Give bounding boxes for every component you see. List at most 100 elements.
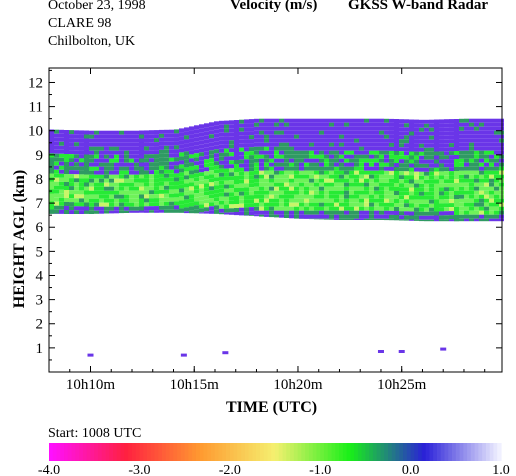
echo-cell xyxy=(309,178,314,183)
echo-cell xyxy=(399,151,404,156)
echo-cell xyxy=(64,158,69,162)
echo-cell xyxy=(54,161,59,166)
echo-cell xyxy=(424,199,429,204)
echo-cell xyxy=(164,153,169,158)
echo-cell xyxy=(434,119,439,124)
echo-cell xyxy=(69,134,74,139)
echo-cell xyxy=(469,178,474,183)
echo-cell xyxy=(299,210,304,215)
echo-cell xyxy=(354,142,359,147)
echo-cell xyxy=(364,194,369,199)
echo-cell xyxy=(449,215,454,220)
echo-cell xyxy=(439,135,444,140)
echo-cell xyxy=(209,154,214,159)
echo-cell xyxy=(269,190,274,195)
echo-cell xyxy=(364,122,369,127)
echo-cell xyxy=(474,158,479,163)
echo-cell xyxy=(484,218,489,222)
colorbar-segment xyxy=(105,443,110,461)
echo-cell xyxy=(114,194,119,199)
echo-cell xyxy=(339,210,344,215)
echo-cell xyxy=(144,206,149,211)
echo-cell xyxy=(49,205,54,210)
colorbar-segment xyxy=(143,443,148,461)
echo-cell xyxy=(289,190,294,195)
echo-cell xyxy=(469,134,474,139)
echo-cell xyxy=(229,168,234,173)
echo-cell xyxy=(314,186,319,191)
echo-cell xyxy=(99,170,104,175)
echo-cell xyxy=(384,162,389,167)
echo-cell xyxy=(459,150,464,155)
echo-cell xyxy=(459,118,464,123)
echo-cell xyxy=(304,210,309,215)
echo-cell xyxy=(49,157,54,162)
echo-cell xyxy=(314,206,319,211)
echo-cell xyxy=(294,162,299,167)
echo-cell xyxy=(394,195,399,199)
echo-cell xyxy=(184,203,189,208)
echo-cell xyxy=(409,191,414,196)
colorbar-segment xyxy=(207,443,212,461)
echo-cell xyxy=(129,142,134,147)
colorbar-segment xyxy=(94,443,99,461)
echo-cell xyxy=(484,182,489,187)
echo-cell xyxy=(314,202,319,207)
echo-cell xyxy=(144,210,149,213)
echo-cell xyxy=(204,139,209,144)
echo-cell xyxy=(394,127,399,131)
echo-cell xyxy=(174,157,179,162)
echo-cell xyxy=(439,219,444,222)
echo-cell xyxy=(139,130,144,135)
campaign-label: CLARE 98 xyxy=(48,16,112,31)
colorbar-segment xyxy=(267,443,272,461)
echo-cell xyxy=(419,171,424,176)
echo-cell xyxy=(479,186,484,191)
echo-cell xyxy=(409,135,414,140)
echo-cell xyxy=(239,195,244,200)
colorbar-segment xyxy=(391,443,397,461)
echo-cell xyxy=(224,124,229,129)
colorbar-segment xyxy=(493,443,498,461)
echo-cell xyxy=(289,138,294,143)
echo-cell xyxy=(239,183,244,188)
echo-cell xyxy=(134,158,139,163)
echo-cell xyxy=(254,198,259,203)
echo-cell xyxy=(389,150,394,155)
echo-cell xyxy=(134,210,139,213)
echo-cell xyxy=(69,146,74,151)
echo-cell xyxy=(79,206,84,211)
echo-cell xyxy=(339,182,344,187)
colorbar-segment xyxy=(452,443,457,461)
echo-cell xyxy=(374,198,379,203)
echo-cell xyxy=(429,119,434,124)
echo-cell xyxy=(204,163,209,168)
echo-cell xyxy=(314,130,319,135)
echo-cell xyxy=(359,198,364,203)
echo-cell xyxy=(469,198,474,203)
echo-cell xyxy=(179,148,184,153)
echo-cell xyxy=(379,118,384,123)
echo-cell xyxy=(204,135,209,140)
echo-cell xyxy=(304,122,309,127)
colorbar-segment xyxy=(222,443,227,461)
echo-cell xyxy=(119,130,124,135)
echo-cell xyxy=(269,118,274,123)
echo-cell xyxy=(334,198,339,203)
echo-cell xyxy=(319,198,324,203)
chart-title: Velocity (m/s) xyxy=(230,0,318,13)
echo-cell xyxy=(394,199,399,203)
echo-cell xyxy=(189,138,194,143)
echo-cell xyxy=(309,142,314,147)
echo-cell xyxy=(124,202,129,207)
echo-cell xyxy=(119,210,124,214)
echo-cell xyxy=(324,150,329,155)
echo-cell xyxy=(354,138,359,143)
echo-cell xyxy=(404,187,409,192)
echo-cell xyxy=(159,165,164,170)
echo-cell xyxy=(309,182,314,187)
echo-cell xyxy=(344,190,349,195)
echo-cell xyxy=(484,122,489,127)
echo-cell xyxy=(329,170,334,175)
echo-cell xyxy=(309,162,314,167)
